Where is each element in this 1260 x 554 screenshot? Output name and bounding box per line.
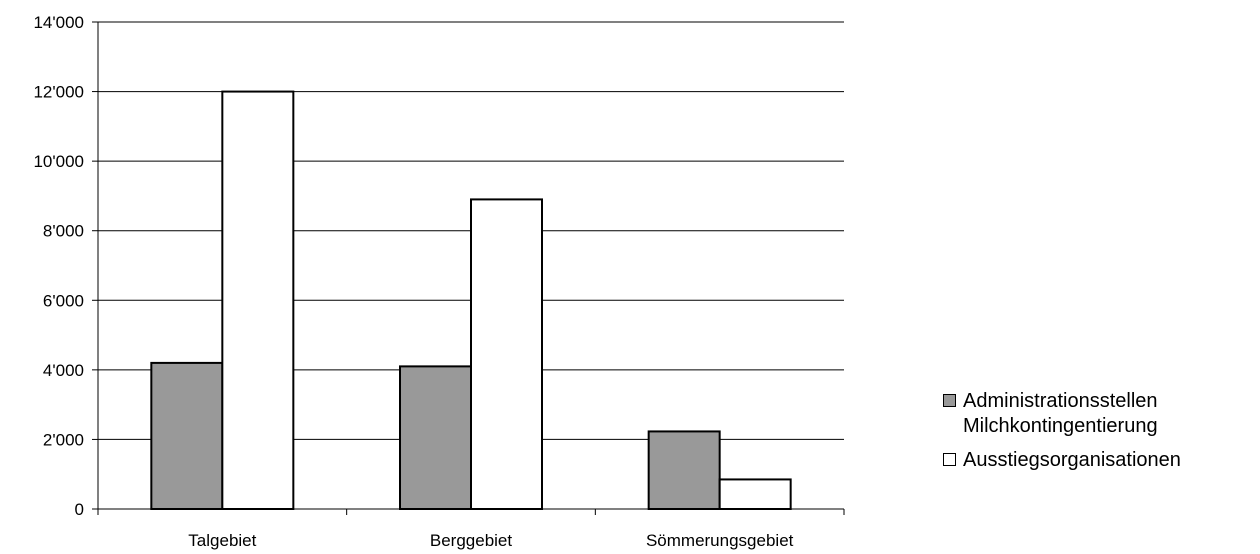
y-tick-label: 8'000 <box>43 222 84 241</box>
legend-item-administrationsstellen: Administrationsstellen Milchkontingentie… <box>943 389 1260 439</box>
y-tick-label: 2'000 <box>43 430 84 449</box>
legend-swatch-white <box>943 453 956 466</box>
bars <box>150 90 792 511</box>
bar <box>399 365 472 510</box>
y-tick-label: 10'000 <box>33 152 84 171</box>
y-tick-label: 14'000 <box>33 13 84 32</box>
y-tick-label: 6'000 <box>43 291 84 310</box>
y-tick-label: 4'000 <box>43 361 84 380</box>
legend-label: Ausstiegsorganisationen <box>963 449 1181 471</box>
bar <box>718 478 792 510</box>
x-tick-label: Talgebiet <box>188 531 256 550</box>
legend-label: Administrationsstellen Milchkontingentie… <box>963 390 1158 437</box>
x-tick-label: Berggebiet <box>430 531 513 550</box>
bar <box>150 361 224 510</box>
legend-swatch-gray <box>943 394 956 407</box>
bar <box>221 90 295 510</box>
y-tick-label: 0 <box>75 500 84 519</box>
x-tick-label: Sömmerungsgebiet <box>646 531 794 550</box>
axes <box>92 21 845 515</box>
y-tick-label: 12'000 <box>33 83 84 102</box>
legend: Administrationsstellen Milchkontingentie… <box>943 389 1260 473</box>
bar <box>647 430 721 510</box>
legend-item-ausstiegsorganisationen: Ausstiegsorganisationen <box>943 448 1260 473</box>
y-tick-labels: 0 2'000 4'000 6'000 8'000 10'000 12'000 14'000 <box>33 13 84 519</box>
x-tick-labels: Talgebiet Berggebiet Sömmerungsgebiet <box>188 531 793 550</box>
bar <box>470 198 543 511</box>
